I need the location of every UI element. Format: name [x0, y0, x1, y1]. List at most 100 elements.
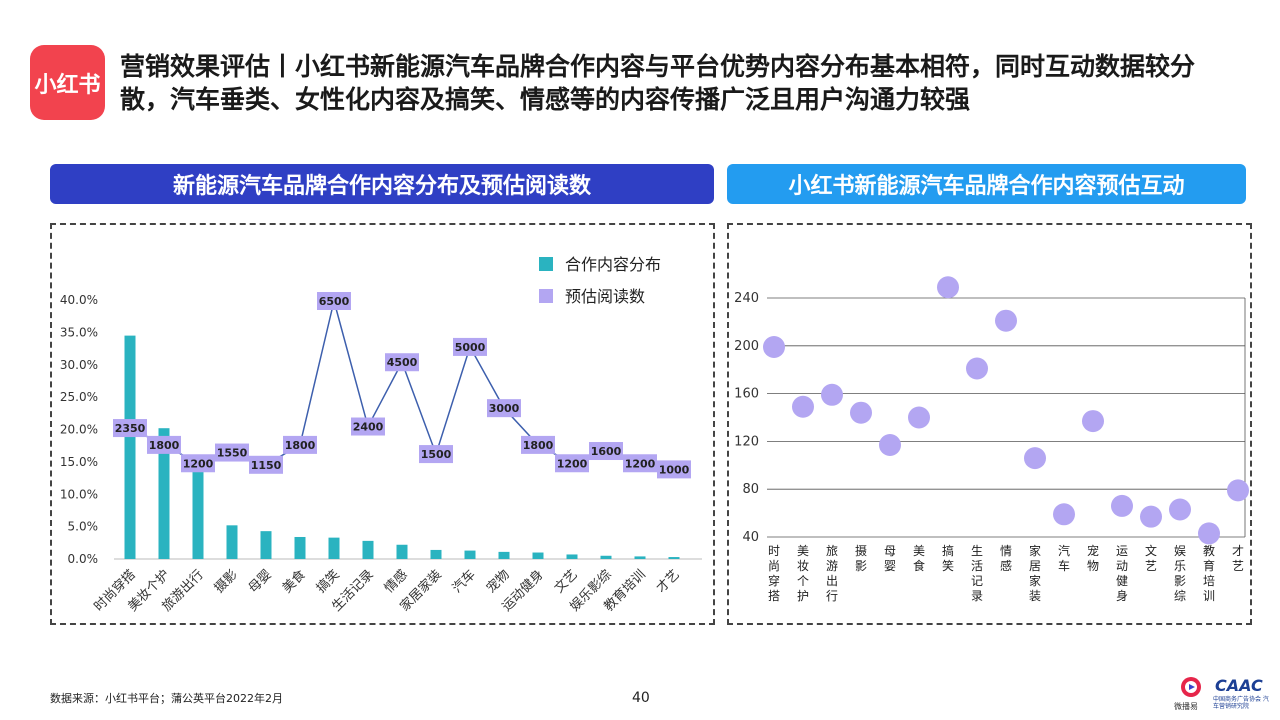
x-category-label: 旅游出行 — [826, 544, 838, 603]
legend-label-line: 预估阅读数 — [565, 287, 645, 306]
data-source-note: 数据来源：小红书平台；蒲公英平台2022年2月 — [50, 692, 283, 705]
legend-swatch-line — [539, 289, 553, 303]
xiaohongshu-logo: 小红书 — [30, 45, 105, 120]
y-tick-label: 30.0% — [60, 358, 98, 372]
data-label-box — [555, 454, 589, 473]
right-chart-banner: 小红书新能源汽车品牌合作内容预估互动 — [727, 164, 1246, 204]
data-label: 1200 — [183, 457, 214, 470]
data-label-box — [453, 337, 487, 356]
x-category-label: 才艺 — [654, 567, 683, 596]
bar — [226, 525, 238, 559]
data-label: 1500 — [421, 448, 452, 461]
caac-subtitle: 中国商务广告协会 汽车营销研究院 — [1213, 696, 1269, 710]
data-label-box — [283, 435, 317, 454]
bar-line-chart: 0.0% 5.0% 10.0% 15.0% 20.0% 25.0% 30.0% 35.0% 40… — [60, 255, 702, 615]
bar — [124, 335, 136, 559]
data-label: 1800 — [285, 439, 316, 452]
bar — [600, 555, 612, 559]
y-tick-label: 40.0% — [60, 293, 98, 307]
x-category-label: 情感 — [1000, 544, 1012, 573]
bar — [158, 428, 170, 559]
x-category-label: 汽车 — [449, 567, 479, 597]
data-label: 2400 — [353, 421, 384, 434]
y-tick-label: 80 — [742, 482, 759, 497]
x-category-label: 摄影 — [855, 543, 867, 573]
data-label-box — [419, 445, 453, 464]
y-tick-label: 10.0% — [60, 487, 98, 501]
x-category-label: 娱乐影综 — [1174, 544, 1186, 603]
data-label: 1200 — [625, 457, 656, 470]
bar — [498, 551, 510, 559]
y-tick-label: 160 — [734, 387, 759, 402]
data-label-box — [181, 454, 215, 473]
data-label: 2350 — [115, 422, 146, 435]
scatter-point — [995, 309, 1017, 332]
x-category-label: 情感 — [381, 567, 411, 597]
data-label-box — [249, 455, 283, 474]
bar — [362, 540, 374, 559]
x-category-label: 搞笑 — [313, 567, 343, 597]
data-label-box — [623, 454, 657, 473]
scatter-point — [937, 276, 959, 299]
x-category-label: 汽车 — [1058, 543, 1070, 573]
y-tick-label: 240 — [734, 291, 759, 306]
x-category-label: 家居家装 — [1029, 543, 1041, 603]
y-tick-label: 200 — [734, 339, 759, 354]
scatter-point — [1198, 522, 1220, 545]
legend-label-bar: 合作内容分布 — [565, 255, 661, 274]
data-label: 1550 — [217, 447, 248, 460]
scatter-point — [879, 433, 901, 456]
data-label: 1800 — [149, 439, 180, 452]
data-label: 4500 — [387, 356, 418, 369]
data-label-box — [147, 435, 181, 454]
bar — [532, 552, 544, 559]
x-category-label: 时尚穿搭 — [768, 544, 780, 603]
x-category-label: 文艺 — [552, 567, 581, 596]
page-number: 40 — [632, 690, 650, 706]
x-category-label: 摄影 — [212, 567, 241, 596]
data-label-box — [657, 460, 691, 479]
y-tick-label: 15.0% — [60, 455, 98, 469]
data-label-box — [351, 417, 385, 436]
data-label: 1200 — [557, 457, 588, 470]
bar — [260, 531, 272, 559]
caac-logo: CAAC — [1215, 676, 1263, 695]
scatter-point — [821, 383, 843, 406]
bar — [328, 537, 340, 559]
bar — [192, 466, 204, 559]
data-label: 1150 — [251, 459, 282, 472]
bar — [464, 550, 476, 559]
weiboyi-logo-icon — [1181, 677, 1201, 697]
data-label: 1000 — [659, 463, 690, 476]
scatter-point — [1169, 498, 1191, 521]
x-category-label: 运动健身 — [1116, 544, 1128, 603]
x-category-label: 文艺 — [1145, 543, 1157, 573]
data-label: 1600 — [591, 445, 622, 458]
x-category-label: 美妆个护 — [797, 544, 809, 603]
data-label-box — [113, 419, 147, 438]
data-label-box — [589, 442, 623, 461]
data-label-box — [487, 399, 521, 418]
scatter-point — [763, 335, 785, 358]
y-tick-label: 35.0% — [60, 325, 98, 339]
data-label: 1800 — [523, 439, 554, 452]
scatter-point — [1082, 410, 1104, 433]
bar — [634, 556, 646, 559]
y-tick-label: 120 — [734, 434, 759, 449]
x-category-label: 美食 — [279, 567, 309, 597]
x-category-label: 搞笑 — [942, 543, 954, 573]
bar — [294, 536, 306, 559]
scatter-point — [1053, 503, 1075, 526]
x-category-label: 母婴 — [884, 544, 896, 573]
scatter-point — [1111, 494, 1133, 517]
scatter-point — [850, 401, 872, 424]
scatter-point — [1024, 447, 1046, 470]
left-chart-panel: 0.0% 5.0% 10.0% 15.0% 20.0% 25.0% 30.0% 35.0% 40… — [50, 223, 715, 625]
x-category-label: 宠物 — [1087, 543, 1099, 573]
data-label: 3000 — [489, 402, 520, 415]
x-category-label: 母婴 — [246, 567, 275, 596]
x-category-label: 宠物 — [483, 567, 513, 597]
data-label-box — [385, 353, 419, 372]
page-title: 营销效果评估丨小红书新能源汽车品牌合作内容与平台优势内容分布基本相符，同时互动数… — [120, 52, 1196, 114]
